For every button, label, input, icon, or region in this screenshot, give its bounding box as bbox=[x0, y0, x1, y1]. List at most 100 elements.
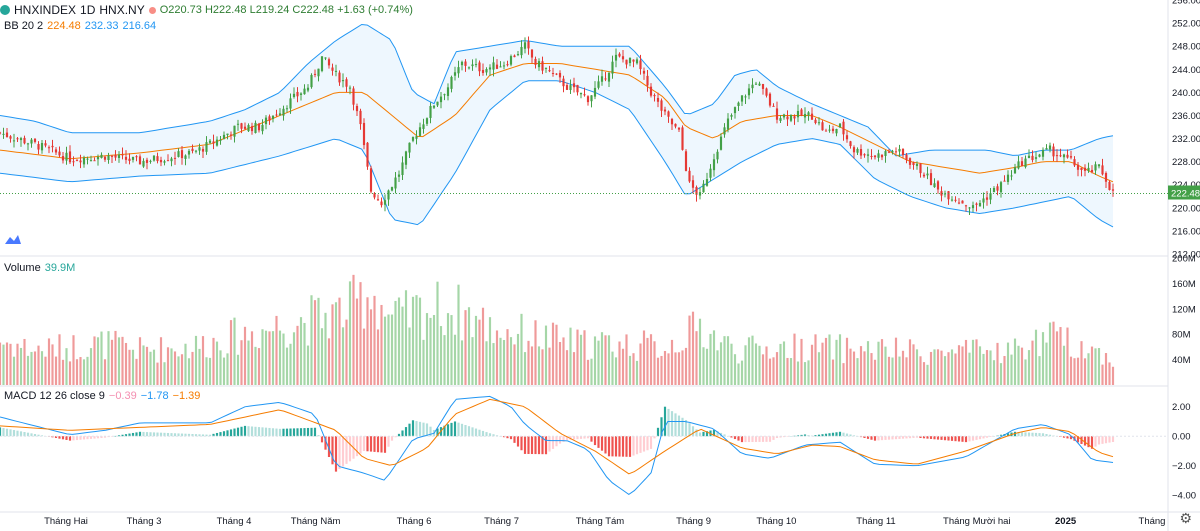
macd-histogram-bar bbox=[261, 427, 264, 437]
bb-legend[interactable]: BB 20 2 224.48 232.33 216.64 bbox=[4, 20, 156, 32]
volume-bar bbox=[530, 346, 534, 385]
macd-histogram-bar bbox=[975, 436, 978, 440]
volume-bar bbox=[919, 356, 922, 385]
volume-legend[interactable]: Volume 39.9M bbox=[4, 262, 75, 274]
volume-bar bbox=[1006, 342, 1010, 385]
macd-histogram-bar bbox=[506, 436, 509, 439]
candle-body bbox=[968, 207, 971, 209]
bb-lower-value: 216.64 bbox=[122, 20, 157, 32]
volume-bar bbox=[751, 335, 754, 385]
volume-bar bbox=[499, 337, 502, 385]
macd-histogram-bar bbox=[103, 436, 107, 438]
candle-body bbox=[450, 76, 453, 89]
volume-bar bbox=[597, 340, 600, 385]
candle-body bbox=[464, 61, 467, 66]
candle-body bbox=[247, 125, 250, 132]
macd-histogram-bar bbox=[79, 436, 82, 440]
volume-bar bbox=[474, 315, 478, 385]
volume-bar bbox=[614, 357, 618, 385]
candle-body bbox=[765, 88, 768, 96]
macd-histogram-bar bbox=[376, 436, 380, 453]
volume-bar bbox=[313, 300, 317, 385]
candle-body bbox=[184, 155, 187, 159]
volume-bar bbox=[233, 317, 236, 385]
candle-body bbox=[530, 49, 534, 58]
candle-body bbox=[877, 153, 880, 158]
volume-bar bbox=[793, 333, 796, 385]
candle-body bbox=[306, 87, 310, 91]
candle-body bbox=[54, 149, 58, 153]
volume-bar bbox=[373, 295, 376, 385]
candle-body bbox=[163, 161, 166, 163]
volume-bar bbox=[950, 349, 954, 385]
candle-body bbox=[684, 151, 688, 171]
candle-body bbox=[849, 141, 852, 147]
candle-body bbox=[313, 73, 317, 75]
macd-histogram-bar bbox=[929, 436, 933, 439]
macd-histogram-bar bbox=[411, 420, 415, 437]
volume-bar bbox=[376, 329, 380, 385]
candle-body bbox=[674, 123, 677, 127]
candle-body bbox=[499, 66, 502, 68]
macd-histogram-bar bbox=[58, 436, 61, 439]
macd-histogram-bar bbox=[194, 434, 198, 437]
volume-bar bbox=[660, 355, 663, 385]
candle-body bbox=[835, 128, 838, 134]
candle-body bbox=[222, 134, 226, 139]
macd-histogram-bar bbox=[450, 422, 453, 437]
symbol-name[interactable]: HNXINDEX bbox=[14, 3, 77, 17]
candle-body bbox=[16, 138, 19, 140]
macd-histogram-bar bbox=[331, 436, 334, 465]
candle-body bbox=[894, 151, 898, 153]
volume-bar bbox=[677, 352, 681, 385]
candle-body bbox=[961, 200, 964, 204]
macd-histogram-bar bbox=[156, 432, 159, 437]
candle-body bbox=[229, 134, 233, 136]
macd-histogram-bar bbox=[467, 426, 471, 437]
volume-bar bbox=[443, 335, 446, 385]
volume-bar bbox=[548, 347, 551, 385]
time-axis-label: Tháng 11 bbox=[856, 516, 895, 527]
volume-bar bbox=[933, 349, 936, 385]
macd-histogram-bar bbox=[940, 436, 943, 440]
macd-histogram-bar bbox=[1045, 434, 1048, 437]
volume-bar bbox=[236, 354, 240, 385]
macd-histogram-bar bbox=[569, 436, 572, 440]
volume-bar bbox=[800, 338, 803, 385]
macd-histogram-bar bbox=[401, 430, 404, 437]
candle-body bbox=[831, 128, 835, 132]
candle-body bbox=[838, 123, 842, 128]
candle-body bbox=[194, 150, 198, 152]
candle-body bbox=[341, 80, 345, 82]
candle-body bbox=[457, 67, 460, 74]
settings-gear-icon[interactable]: ⚙ bbox=[1179, 510, 1192, 526]
candle-body bbox=[289, 98, 292, 109]
candle-body bbox=[964, 205, 968, 207]
candle-body bbox=[19, 138, 23, 141]
candle-body bbox=[681, 127, 684, 150]
candle-body bbox=[23, 137, 26, 144]
macd-histogram-bar bbox=[1038, 433, 1041, 437]
macd-histogram-bar bbox=[677, 415, 681, 437]
candle-body bbox=[58, 151, 61, 156]
price-tick-label: 248.00 bbox=[1172, 42, 1200, 53]
candle-body bbox=[586, 96, 590, 103]
candle-body bbox=[1059, 155, 1062, 157]
candle-body bbox=[103, 156, 107, 160]
tradingview-logo-icon[interactable] bbox=[4, 232, 22, 246]
candle-body bbox=[782, 114, 786, 118]
candle-body bbox=[467, 67, 471, 69]
candle-body bbox=[107, 155, 110, 160]
volume-tick-label: 120M bbox=[1172, 304, 1196, 315]
candle-body bbox=[177, 151, 180, 157]
volume-bar bbox=[852, 351, 856, 385]
volume-bar bbox=[649, 334, 653, 385]
macd-histogram-bar bbox=[355, 436, 359, 457]
candle-body bbox=[975, 203, 978, 205]
macd-legend[interactable]: MACD 12 26 close 9 −0.39 −1.78 −1.39 bbox=[4, 390, 200, 402]
macd-histogram-bar bbox=[845, 433, 849, 437]
candle-body bbox=[282, 108, 285, 116]
interval-label[interactable]: 1D bbox=[80, 3, 96, 17]
status-dot-icon bbox=[148, 6, 156, 14]
